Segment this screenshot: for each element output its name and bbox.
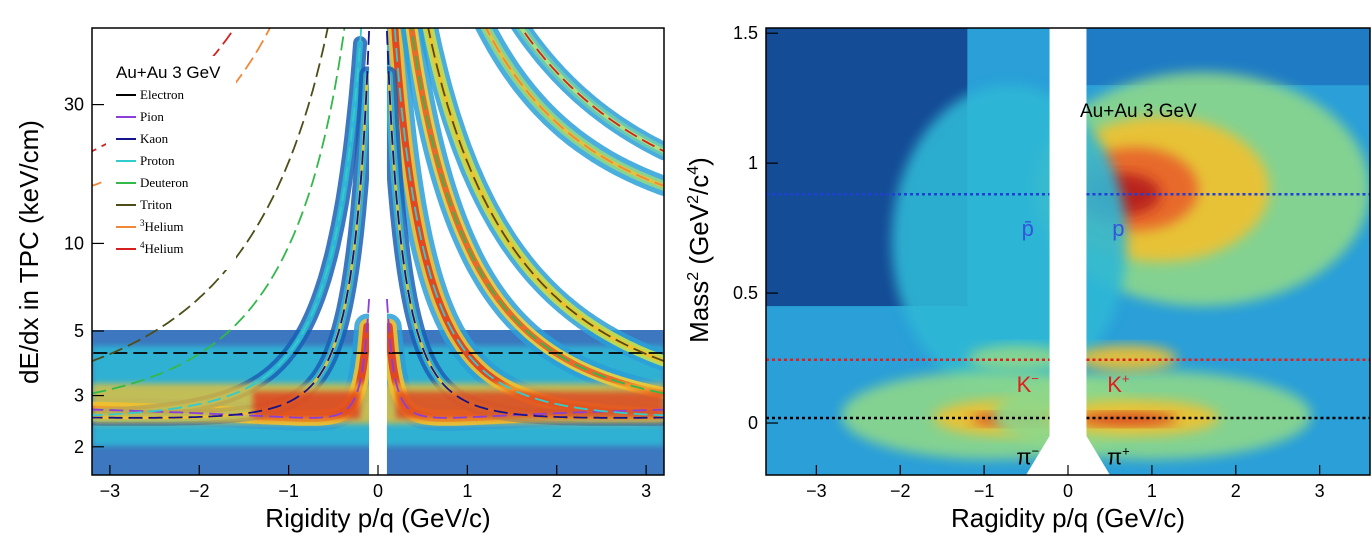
curve-proton-pos	[393, 28, 664, 417]
legend-label-4: Deuteron	[140, 175, 189, 190]
right-particle-label-2: K−	[1017, 371, 1039, 397]
right-plot-area: p̄ pK− K+π− π+ Au+Au 3 GeV −3 −2 −1 0 1 2 300.511…	[684, 23, 1371, 533]
right-particle-label-5: π+	[1107, 444, 1130, 470]
right-y-axis-label-sup2: 2	[685, 195, 702, 204]
right-blob-kp-blob	[1076, 345, 1178, 372]
left-legend-entries: ElectronPionKaonProtonDeuteronTriton3Hel…	[116, 87, 189, 256]
curve-kaon-pos	[386, 30, 664, 419]
right-y-axis-label-sup3: 4	[685, 166, 702, 175]
right-center-gap	[1026, 28, 1110, 475]
right-blob-pip-core	[1076, 412, 1178, 426]
right-particle-label-1: p	[1112, 216, 1124, 241]
right-particle-label-sup-3: +	[1122, 371, 1130, 386]
right-particle-label-base-0: p̄	[1022, 216, 1034, 241]
curve-deuteron-neg	[92, 28, 346, 395]
curve-pion-neg	[92, 298, 370, 419]
right-particle-label-3: K+	[1107, 371, 1129, 397]
legend-base-6: Helium	[145, 219, 184, 234]
left-legend-box	[106, 56, 236, 270]
legend-label-6: 3Helium	[140, 218, 184, 234]
left-xtick-label-5: 2	[552, 481, 562, 501]
curve-3helium-pos	[485, 28, 664, 187]
legend-sup-7: 4	[140, 240, 145, 250]
curve-deuteron-pos	[410, 28, 664, 395]
right-xtick-label-0: −3	[806, 481, 827, 501]
right-x-axis-label: Ragidity p/q (GeV/c)	[951, 503, 1185, 533]
left-xtick-label-2: −1	[278, 481, 299, 501]
left-hot-neg	[252, 391, 361, 419]
left-xtick-label-1: −2	[189, 481, 210, 501]
left-ytick-label-3: 10	[64, 233, 84, 253]
right-particle-label-base-2: K	[1017, 372, 1032, 397]
legend-label-3: Proton	[140, 153, 175, 168]
left-ytick-label-4: 30	[64, 95, 84, 115]
right-ytick-label-3: 1.5	[733, 23, 758, 43]
left-xtick-label-3: 0	[373, 481, 383, 501]
right-particle-label-sup-5: +	[1122, 444, 1130, 459]
right-y-axis-label-end: )	[684, 157, 714, 166]
right-y-axis-label-mid: (GeV	[684, 203, 714, 272]
right-xtick-label-5: 2	[1231, 481, 1241, 501]
legend-label-2: Kaon	[140, 131, 169, 146]
right-particle-label-base-4: π	[1016, 445, 1031, 470]
right-particle-label-0: p̄	[1022, 216, 1034, 241]
right-blob-km-blob	[967, 345, 1068, 372]
left-y-axis-label: dE/dx in TPC (keV/cm)	[14, 120, 44, 384]
right-xtick-label-6: 3	[1315, 481, 1325, 501]
right-particle-label-base-3: K	[1107, 372, 1122, 397]
right-annotation: Au+Au 3 GeV	[1080, 101, 1197, 122]
legend-sup-6: 3	[140, 218, 145, 228]
right-y-axis-label-sup1: 2	[685, 272, 702, 281]
curve-proton-neg	[92, 28, 363, 417]
left-center-gap	[369, 28, 387, 475]
right-particle-label-4: π−	[1016, 444, 1039, 470]
right-xtick-label-4: 1	[1147, 481, 1157, 501]
right-reference-lines	[766, 192, 1370, 420]
curve-4helium-pos	[520, 28, 664, 153]
right-ytick-label-1: 0.5	[733, 283, 758, 303]
legend-label-7: 4Helium	[140, 240, 184, 256]
right-heatmap	[766, 28, 1370, 475]
right-y-axis-label-mass: Mass	[684, 281, 714, 343]
right-ytick-label-2: 1	[748, 153, 758, 173]
left-xtick-label-6: 3	[641, 481, 651, 501]
right-particle-labels: p̄ pK− K+π− π+	[1016, 216, 1129, 470]
right-xtick-label-1: −2	[890, 481, 911, 501]
legend-base-7: Helium	[145, 241, 184, 256]
left-xtick-label-0: −3	[100, 481, 121, 501]
left-ytick-label-1: 3	[74, 386, 84, 406]
left-ytick-label-0: 2	[74, 437, 84, 457]
legend-label-5: Triton	[140, 197, 173, 212]
right-axis-ticks: −3 −2 −1 0 1 2 3 0 0.5 1 1.5	[733, 23, 1325, 501]
right-y-axis-label: Mass2 (GeV2/c4)	[684, 157, 714, 343]
right-ytick-label-0: 0	[748, 413, 758, 433]
left-xtick-label-4: 1	[462, 481, 472, 501]
right-y-axis-label-mid2: /c	[684, 175, 714, 195]
right-particle-label-sup-4: −	[1032, 444, 1040, 459]
right-particle-label-base-1: p	[1112, 216, 1124, 241]
right-particle-label-sup-2: −	[1031, 371, 1039, 386]
right-xtick-label-2: −1	[974, 481, 995, 501]
right-particle-label-base-5: π	[1107, 445, 1122, 470]
curve-triton-pos	[427, 28, 664, 363]
left-legend-title: Au+Au 3 GeV	[116, 63, 221, 82]
left-plot-area: −3 −2 −1 0 1 2 3 2 3 5 10 30 Au+Au 3 GeV Electron Pi…	[14, 27, 665, 533]
curve-pion-pos	[386, 298, 664, 419]
left-legend: Au+Au 3 GeV Electron Pion Kaon Proton Deuter…	[106, 56, 236, 270]
legend-label-0: Electron	[140, 87, 185, 102]
legend-label-1: Pion	[140, 109, 164, 124]
curve-kaon-neg	[92, 30, 370, 419]
left-hot-pos	[395, 391, 664, 419]
left-ytick-label-2: 5	[74, 321, 84, 341]
left-x-axis-label: Rigidity p/q (GeV/c)	[265, 503, 490, 533]
right-xtick-label-3: 0	[1063, 481, 1073, 501]
left-axis-ticks: −3 −2 −1 0 1 2 3 2 3 5 10 30	[64, 95, 651, 501]
curve-4helium-neg	[92, 28, 236, 153]
